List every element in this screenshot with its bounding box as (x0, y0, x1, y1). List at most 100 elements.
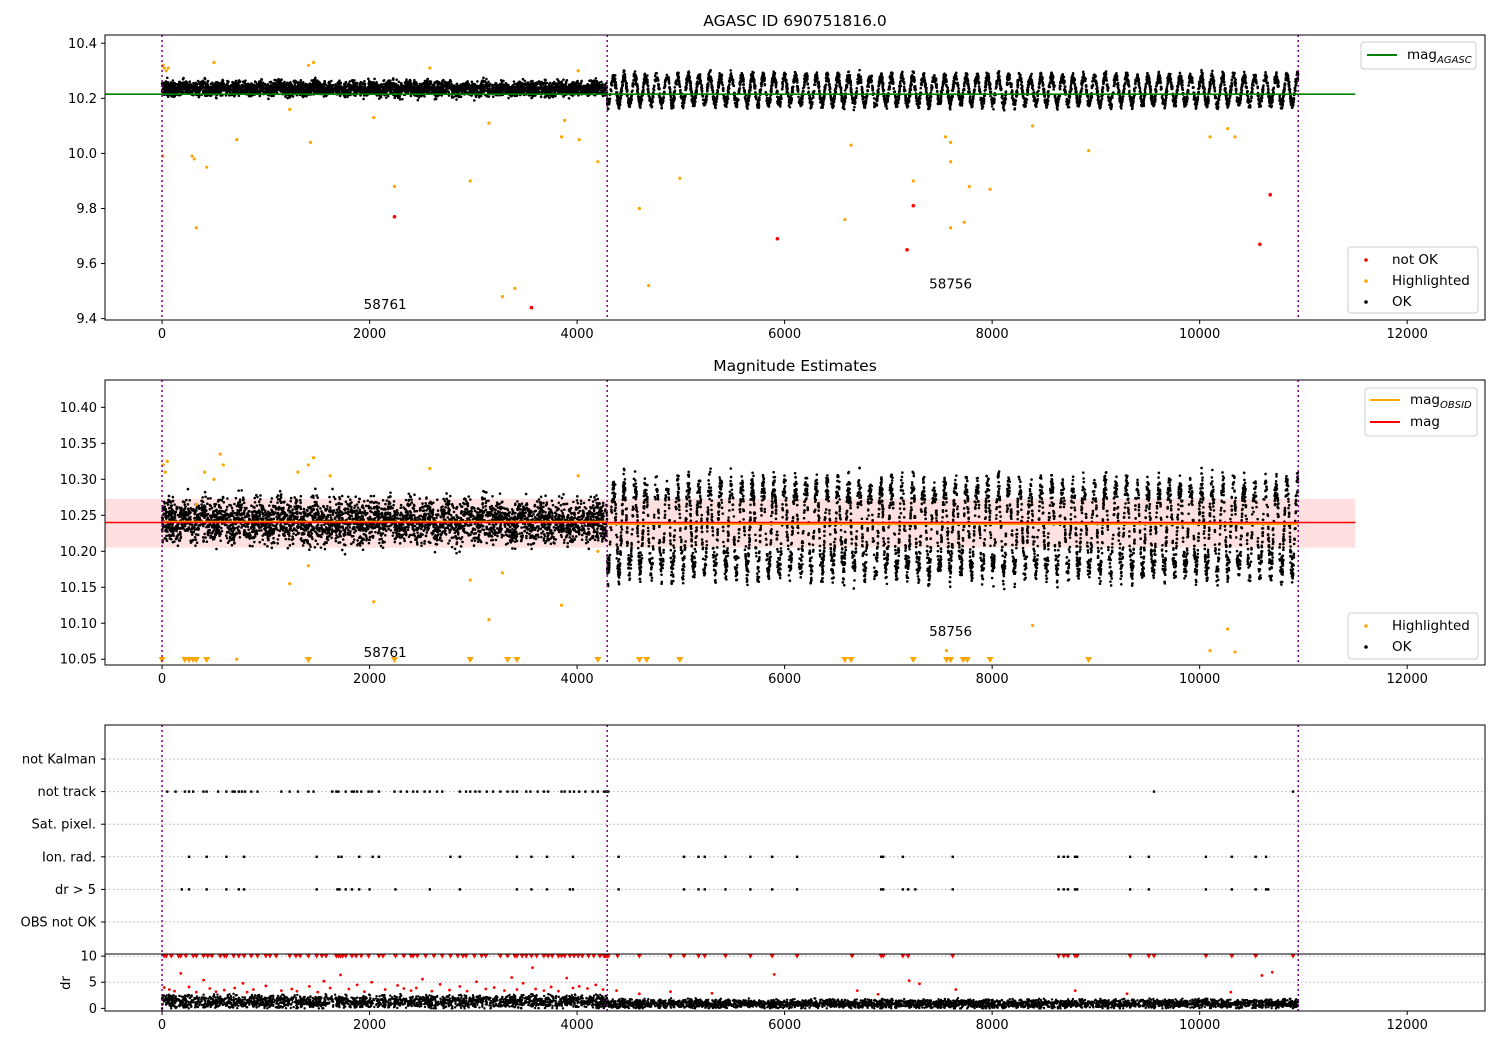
ok-point (206, 90, 209, 93)
ok-point (301, 90, 305, 94)
ok-point (1178, 71, 1182, 75)
ok-point (280, 83, 284, 87)
ok-point (533, 90, 537, 94)
ok-point (580, 90, 584, 94)
ok-point (603, 83, 607, 87)
ok-point (571, 81, 574, 85)
ok-point (564, 86, 568, 89)
ok-point (305, 88, 309, 92)
ok-point (605, 81, 608, 85)
ok-point (377, 97, 381, 100)
ok-point (422, 82, 426, 85)
ok-point (276, 88, 280, 92)
ok-point (379, 94, 382, 98)
ok-point (390, 82, 393, 85)
ok-point (471, 90, 475, 94)
ok-point (521, 90, 524, 94)
ok-point (320, 89, 324, 93)
ok-point (283, 88, 286, 92)
ok-point (497, 88, 501, 92)
ok-point (297, 84, 300, 88)
ok-point (215, 85, 218, 88)
ok-point (466, 80, 469, 83)
ok-point (241, 80, 245, 83)
ok-point (507, 96, 510, 100)
ok-point (503, 86, 506, 89)
ok-point (579, 85, 583, 89)
ok-point (487, 95, 491, 98)
ok-point (392, 78, 395, 81)
ok-point (330, 87, 334, 90)
ok-point (564, 83, 567, 87)
ok-point (214, 81, 218, 84)
ok-point (588, 79, 591, 83)
ok-point (316, 79, 319, 83)
ok-point (188, 80, 192, 83)
ok-point (473, 82, 476, 86)
ok-point (281, 86, 285, 90)
panel-agasc-magnitude: AGASC ID 690751816.0 58761 58756 0 2000 40… (68, 12, 1486, 342)
ok-point (448, 86, 452, 90)
ok-point (436, 90, 440, 94)
ok-point (286, 96, 289, 100)
ok-point (259, 86, 263, 90)
ok-point (500, 80, 504, 83)
ok-point (583, 89, 587, 93)
ok-point (277, 85, 280, 88)
ok-point (334, 83, 337, 86)
ok-point (315, 88, 319, 92)
ok-point (552, 86, 556, 90)
ok-point (468, 89, 472, 93)
ok-point (198, 89, 201, 93)
ok-point (343, 95, 347, 99)
ok-point (278, 87, 282, 90)
ok-point (487, 87, 491, 91)
ok-point (324, 86, 328, 90)
ok-point (469, 84, 473, 88)
ok-point (311, 89, 315, 93)
ok-point (203, 90, 207, 94)
ok-point (276, 81, 280, 85)
ok-point (481, 90, 484, 94)
ok-point (337, 85, 341, 88)
ok-point (1165, 85, 1169, 88)
ok-point (293, 82, 297, 85)
ok-point (166, 83, 169, 87)
ok-point (190, 84, 193, 87)
ok-point (343, 83, 347, 86)
ok-point (163, 89, 167, 93)
ok-point (469, 87, 473, 90)
ok-point (271, 89, 275, 93)
ok-point (233, 89, 237, 93)
ok-point (424, 85, 428, 88)
ok-point (224, 89, 228, 92)
ok-point (572, 84, 575, 88)
ok-point (512, 86, 515, 89)
ok-point (551, 81, 555, 85)
ok-point (165, 76, 169, 80)
ok-point (178, 80, 182, 84)
ok-point (406, 88, 410, 91)
ok-point (562, 78, 565, 81)
ok-point (237, 94, 241, 98)
ok-point (425, 82, 428, 86)
ok-point (466, 86, 470, 90)
ok-point (355, 87, 358, 91)
ok-point (295, 90, 299, 94)
ok-point (474, 85, 477, 88)
ok-point (257, 89, 261, 92)
ok-point (382, 83, 386, 86)
ok-point (269, 80, 273, 84)
ok-point (167, 89, 171, 92)
ok-point (173, 81, 176, 85)
ok-point (338, 79, 341, 82)
ok-point (409, 80, 412, 84)
ok-point (453, 90, 456, 94)
ok-point (176, 88, 180, 91)
ok-point (163, 85, 166, 88)
ok-point (487, 80, 490, 84)
ok-point (214, 89, 217, 92)
ok-point (526, 81, 530, 84)
ok-point (251, 84, 254, 88)
ok-point (560, 80, 564, 83)
